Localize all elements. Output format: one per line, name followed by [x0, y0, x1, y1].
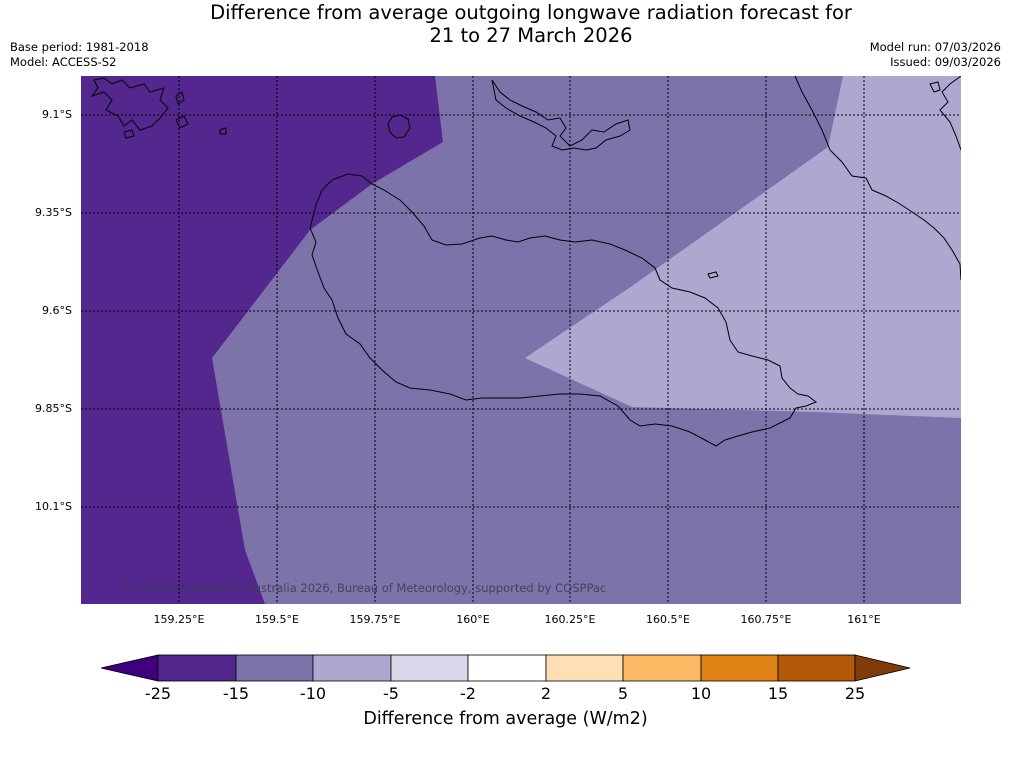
colorbar-extend-left	[100, 654, 159, 682]
lat-label-1: 9.1°S	[42, 108, 72, 121]
lon-label-3: 159.75°E	[349, 613, 401, 626]
colorbar-tick-2: -15	[222, 684, 250, 703]
colorbar-tick-1: -25	[144, 684, 172, 703]
meta-right: Model run: 07/03/2026 Issued: 09/03/2026	[870, 40, 1001, 70]
lat-label-4: 9.85°S	[35, 402, 72, 415]
model-name: Model: ACCESS-S2	[10, 55, 117, 69]
copyright-notice: © Commonwealth of Australia 2026, Bureau…	[122, 581, 607, 595]
colorbar-segment-5	[467, 654, 547, 682]
lon-label-1: 159.25°E	[153, 613, 205, 626]
coastline	[90, 76, 961, 447]
colorbar-title: Difference from average (W/m2)	[363, 709, 648, 729]
colorbar-segment-3	[312, 654, 392, 682]
colorbar-tick-10: 25	[844, 684, 866, 703]
map-band-minus5-minus2	[525, 76, 961, 418]
meta-left: Base period: 1981-2018 Model: ACCESS-S2	[10, 40, 149, 70]
colorbar-segment-6	[545, 654, 624, 682]
map-band-minus15-minus10	[81, 76, 443, 604]
colorbar-tick-9: 15	[767, 684, 789, 703]
colorbar-segment-9	[777, 654, 856, 682]
lon-label-7: 160.75°E	[740, 613, 792, 626]
coastline-islet-east-2	[929, 81, 941, 93]
model-run: Model run: 07/03/2026	[869, 40, 1001, 54]
colorbar-segment-4	[390, 654, 469, 682]
map-title: Difference from average outgoing longwav…	[0, 1, 1011, 47]
lon-label-2: 159.5°E	[255, 613, 299, 626]
coastline-islet-west-4	[175, 91, 185, 105]
coastline-nggela-islands	[491, 79, 631, 151]
lon-label-5: 160.25°E	[544, 613, 596, 626]
colorbar-segment-7	[622, 654, 702, 682]
coastline-russell-islands	[90, 77, 169, 131]
map-area	[81, 76, 961, 604]
title-line-1: Difference from average outgoing longwav…	[210, 1, 852, 24]
title-line-2: 21 to 27 March 2026	[429, 24, 633, 47]
coastline-guadalcanal	[309, 173, 818, 447]
colorbar-tick-3: -10	[299, 684, 327, 703]
colorbar-tick-7: 5	[617, 684, 629, 703]
lon-label-4: 160°E	[456, 613, 490, 626]
lat-label-3: 9.6°S	[42, 304, 72, 317]
colorbar-tick-6: 2	[540, 684, 552, 703]
lat-label-2: 9.35°S	[35, 206, 72, 219]
coastline-islet-east-1	[707, 271, 719, 279]
colorbar-tick-8: 10	[690, 684, 712, 703]
graticule	[81, 76, 961, 604]
colorbar-segment-2	[235, 654, 314, 682]
coastline-savo-island	[387, 114, 411, 139]
colorbar-tick-5: -2	[460, 684, 476, 703]
lon-label-6: 160.5°E	[646, 613, 690, 626]
coastline-islet-west-1	[123, 129, 135, 139]
colorbar	[100, 654, 911, 682]
colorbar-segment-1	[157, 654, 237, 682]
colorbar-tick-4: -5	[383, 684, 399, 703]
lat-label-5: 10.1°S	[35, 500, 72, 513]
lon-label-8: 161°E	[847, 613, 881, 626]
colorbar-extend-right	[854, 654, 911, 682]
colorbar-segment-8	[700, 654, 779, 682]
issued-date: Issued: 09/03/2026	[890, 55, 1001, 69]
coastline-islet-west-3	[219, 127, 227, 135]
base-period: Base period: 1981-2018	[10, 40, 149, 54]
coastline-malaita	[794, 76, 961, 281]
